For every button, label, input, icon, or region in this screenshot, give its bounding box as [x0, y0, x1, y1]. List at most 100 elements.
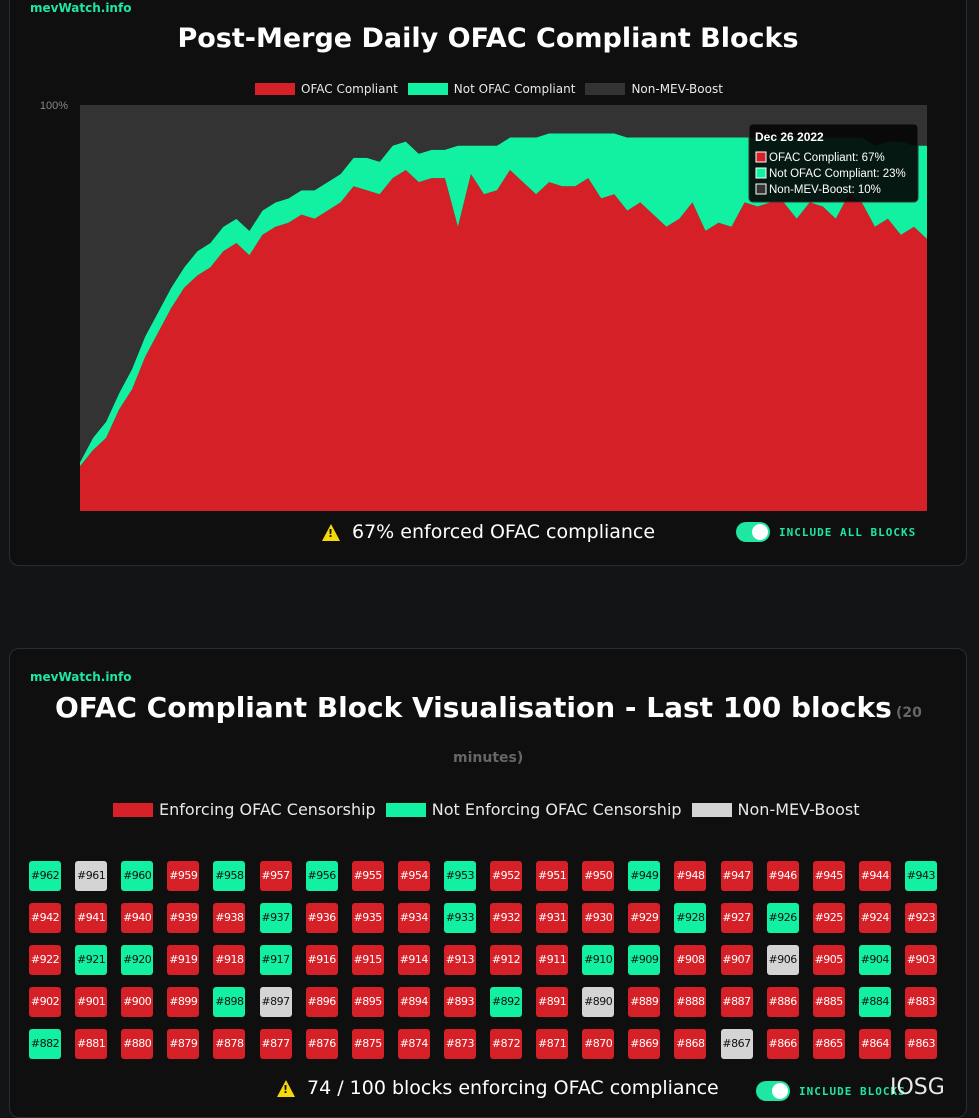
block-959[interactable]: #959	[167, 861, 200, 891]
block-927[interactable]: #927	[720, 903, 753, 933]
block-957[interactable]: #957	[259, 861, 292, 891]
block-895[interactable]: #895	[351, 987, 384, 1017]
block-955[interactable]: #955	[351, 861, 384, 891]
block-904[interactable]: #904	[858, 945, 891, 975]
block-918[interactable]: #918	[213, 945, 246, 975]
block-942[interactable]: #942	[29, 903, 61, 933]
block-937[interactable]: #937	[259, 903, 292, 933]
block-924[interactable]: #924	[858, 903, 891, 933]
block-934[interactable]: #934	[397, 903, 430, 933]
block-900[interactable]: #900	[121, 987, 154, 1017]
block-948[interactable]: #948	[674, 861, 707, 891]
block-882[interactable]: #882	[29, 1029, 61, 1059]
block-890[interactable]: #890	[582, 987, 615, 1017]
block-936[interactable]: #936	[305, 903, 338, 933]
block-899[interactable]: #899	[167, 987, 200, 1017]
block-940[interactable]: #940	[121, 903, 154, 933]
block-897[interactable]: #897	[259, 987, 292, 1017]
block-864[interactable]: #864	[858, 1029, 891, 1059]
block-932[interactable]: #932	[490, 903, 522, 933]
block-879[interactable]: #879	[167, 1029, 200, 1059]
legend-swatch-ofac-compliant[interactable]	[255, 83, 295, 95]
block-922[interactable]: #922	[29, 945, 61, 975]
include-all-blocks-toggle[interactable]	[736, 522, 770, 542]
block-946[interactable]: #946	[766, 861, 799, 891]
block-949[interactable]: #949	[628, 861, 661, 891]
block-933[interactable]: #933	[443, 903, 476, 933]
block-885[interactable]: #885	[812, 987, 845, 1017]
block-950[interactable]: #950	[582, 861, 615, 891]
block-887[interactable]: #887	[720, 987, 753, 1017]
block-892[interactable]: #892	[490, 987, 522, 1017]
block-905[interactable]: #905	[812, 945, 845, 975]
block-960[interactable]: #960	[121, 861, 154, 891]
block-863[interactable]: #863	[904, 1029, 937, 1059]
block-906[interactable]: #906	[766, 945, 799, 975]
block-930[interactable]: #930	[582, 903, 615, 933]
block-902[interactable]: #902	[29, 987, 61, 1017]
block-931[interactable]: #931	[536, 903, 569, 933]
block-962[interactable]: #962	[29, 861, 61, 891]
block-958[interactable]: #958	[213, 861, 246, 891]
block-939[interactable]: #939	[167, 903, 200, 933]
block-894[interactable]: #894	[397, 987, 430, 1017]
legend-label-not-ofac-compliant[interactable]: Not OFAC Compliant	[453, 82, 576, 96]
block-935[interactable]: #935	[351, 903, 384, 933]
block-874[interactable]: #874	[397, 1029, 430, 1059]
block-870[interactable]: #870	[582, 1029, 615, 1059]
legend-label-non-mev-boost[interactable]: Non-MEV-Boost	[631, 82, 723, 96]
block-920[interactable]: #920	[121, 945, 154, 975]
block-878[interactable]: #878	[213, 1029, 246, 1059]
area-series-not-ofac-compliant[interactable]	[80, 133, 927, 467]
block-875[interactable]: #875	[351, 1029, 384, 1059]
include-all-blocks-label[interactable]: INCLUDE ALL BLOCKS	[779, 526, 917, 539]
block-891[interactable]: #891	[536, 987, 569, 1017]
block-865[interactable]: #865	[812, 1029, 845, 1059]
block-893[interactable]: #893	[443, 987, 476, 1017]
block-886[interactable]: #886	[766, 987, 799, 1017]
block-943[interactable]: #943	[904, 861, 937, 891]
block-954[interactable]: #954	[397, 861, 430, 891]
block-951[interactable]: #951	[536, 861, 569, 891]
include-blocks-label[interactable]: INCLUDE BLOCKS	[799, 1085, 906, 1098]
block-938[interactable]: #938	[213, 903, 246, 933]
block-926[interactable]: #926	[766, 903, 799, 933]
block-944[interactable]: #944	[858, 861, 891, 891]
block-877[interactable]: #877	[259, 1029, 292, 1059]
stacked-area-chart[interactable]: 100% Dec 26 2022 OFAC Compliant: 67% Not…	[10, 0, 968, 567]
block-869[interactable]: #869	[628, 1029, 661, 1059]
block-914[interactable]: #914	[397, 945, 430, 975]
block-929[interactable]: #929	[628, 903, 661, 933]
area-series-ofac-compliant[interactable]	[80, 170, 927, 511]
block-884[interactable]: #884	[858, 987, 891, 1017]
block-908[interactable]: #908	[674, 945, 707, 975]
block-945[interactable]: #945	[812, 861, 845, 891]
block-916[interactable]: #916	[305, 945, 338, 975]
block-866[interactable]: #866	[766, 1029, 799, 1059]
block-888[interactable]: #888	[674, 987, 707, 1017]
include-blocks-toggle[interactable]	[756, 1081, 790, 1101]
block-947[interactable]: #947	[720, 861, 753, 891]
area-series-non-mev-boost[interactable]	[80, 105, 927, 463]
block-880[interactable]: #880	[121, 1029, 154, 1059]
legend-swatch-not-ofac-compliant[interactable]	[407, 83, 448, 95]
block-896[interactable]: #896	[305, 987, 338, 1017]
block-925[interactable]: #925	[812, 903, 845, 933]
block-903[interactable]: #903	[904, 945, 937, 975]
block-881[interactable]: #881	[75, 1029, 108, 1059]
block-952[interactable]: #952	[490, 861, 522, 891]
block-868[interactable]: #868	[674, 1029, 707, 1059]
block-872[interactable]: #872	[490, 1029, 522, 1059]
block-915[interactable]: #915	[351, 945, 384, 975]
block-928[interactable]: #928	[674, 903, 707, 933]
block-910[interactable]: #910	[582, 945, 615, 975]
block-909[interactable]: #909	[628, 945, 661, 975]
block-898[interactable]: #898	[213, 987, 246, 1017]
block-953[interactable]: #953	[443, 861, 476, 891]
block-889[interactable]: #889	[628, 987, 661, 1017]
block-873[interactable]: #873	[443, 1029, 476, 1059]
block-956[interactable]: #956	[305, 861, 338, 891]
block-912[interactable]: #912	[490, 945, 522, 975]
block-901[interactable]: #901	[75, 987, 108, 1017]
block-961[interactable]: #961	[75, 861, 108, 891]
